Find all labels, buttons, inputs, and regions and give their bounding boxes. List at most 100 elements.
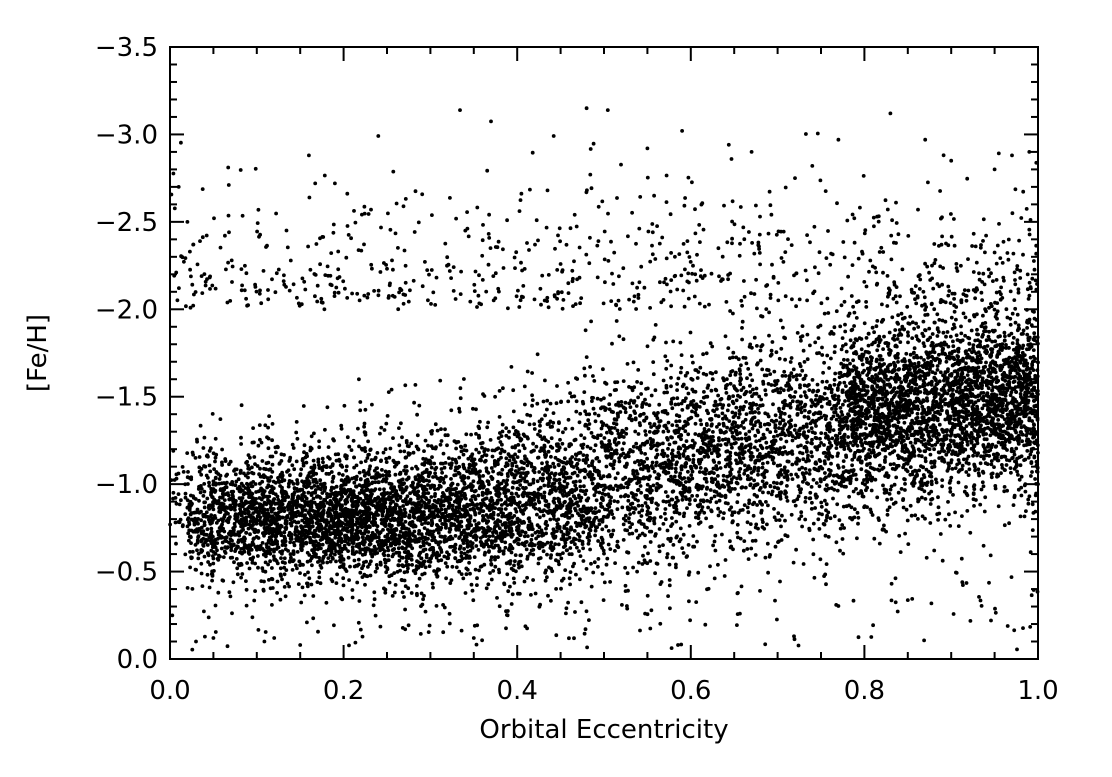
data-point [455,482,460,487]
data-point [742,426,746,430]
data-point [305,584,310,589]
data-point [268,505,273,510]
data-point [717,436,721,440]
data-point [415,433,420,438]
data-point [317,542,322,547]
data-point [864,300,868,304]
data-point [359,460,363,465]
data-point [390,513,394,517]
data-point [761,490,765,495]
data-point [770,340,775,344]
data-point [581,530,586,535]
data-point [690,354,694,358]
data-point [356,620,361,625]
data-point [817,484,822,489]
data-point [649,529,654,534]
data-point [309,470,313,475]
data-point [745,520,750,525]
data-point [355,517,359,521]
data-point [777,406,781,411]
data-point [502,491,507,495]
data-point [259,440,264,445]
data-point [551,411,556,415]
data-point [306,510,311,515]
data-point [546,484,551,488]
data-point [960,514,964,518]
data-point [462,377,466,381]
data-point [339,497,343,501]
data-point [684,386,689,391]
data-point [230,611,234,616]
data-point [593,411,597,416]
data-point [316,460,321,464]
data-point [519,564,524,569]
data-point [561,430,565,435]
data-point [750,378,755,383]
data-point [235,566,240,571]
data-point [323,485,328,490]
data-point [346,555,351,560]
data-point [778,496,783,501]
data-point [190,587,195,591]
data-point [595,396,600,401]
data-point [203,464,208,469]
data-point [358,408,363,413]
data-point [352,558,357,563]
data-point [384,515,388,520]
data-point [250,470,254,475]
data-point [349,537,353,542]
data-point [366,525,371,529]
data-point [282,530,287,535]
data-point [738,467,743,471]
data-point [827,467,831,472]
data-point [633,429,638,434]
data-point [258,474,263,479]
data-point [557,481,562,486]
data-point [260,459,265,463]
data-point [621,337,626,342]
data-point [205,527,210,532]
data-point [457,535,462,539]
data-point [538,515,542,520]
data-point [675,388,679,392]
data-point [635,380,639,384]
data-point [566,380,570,385]
data-point [283,536,287,541]
data-point [561,513,566,517]
data-point [885,508,890,513]
data-point [690,476,695,481]
data-point [279,452,284,457]
data-point [835,488,840,493]
data-point [491,569,496,573]
data-point [596,564,600,569]
data-point [721,473,726,478]
data-point [406,586,411,591]
data-point [357,470,362,475]
data-point [211,518,215,522]
data-point [426,491,431,495]
data-point [289,508,294,513]
data-point [375,451,380,455]
data-point [767,310,771,315]
data-point [642,460,647,464]
data-point [392,464,397,469]
data-point [693,421,698,426]
data-point [544,526,548,531]
data-point [794,547,798,552]
data-point [510,485,515,490]
data-point [927,270,931,275]
data-point [523,540,528,545]
data-point [709,388,714,393]
data-point [381,528,385,532]
data-point [366,530,371,534]
data-point [790,438,795,443]
data-point [685,506,689,510]
data-point [590,472,595,477]
data-point [840,523,845,527]
data-point [634,404,639,408]
data-point [288,473,292,478]
data-point [211,550,216,554]
data-point [210,578,215,583]
data-point [833,371,838,376]
